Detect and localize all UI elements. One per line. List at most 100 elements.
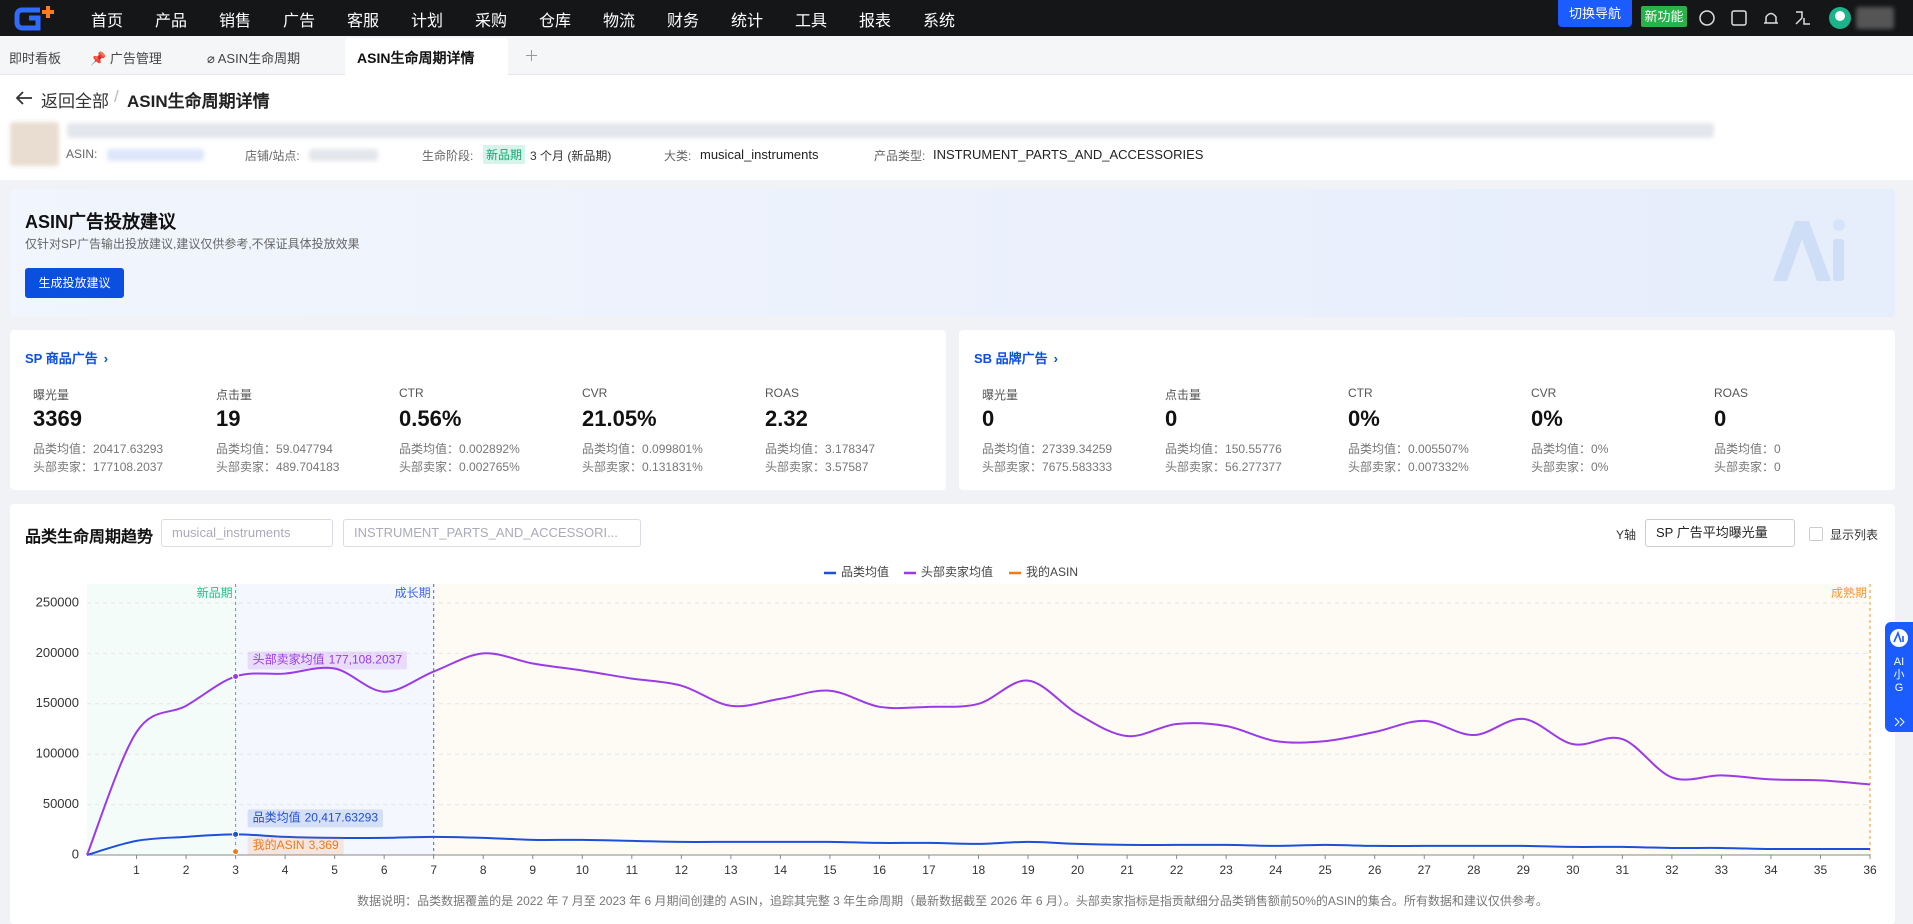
menu-item[interactable]: 产品 <box>155 13 188 30</box>
shop-blurred <box>309 149 378 161</box>
x-tick-label: 22 <box>1170 863 1184 877</box>
menu-item[interactable]: 系统 <box>923 13 956 30</box>
menu-item[interactable]: 物流 <box>603 13 636 30</box>
ai-card-subtitle: 仅针对SP广告输出投放建议,建议仅供参考,不保证具体投放效果 <box>25 237 360 251</box>
tooltip-name: 品类均值 <box>253 810 301 825</box>
back-arrow[interactable] <box>15 91 33 105</box>
x-tick-label: 30 <box>1566 863 1580 877</box>
x-tick-label: 29 <box>1517 863 1531 877</box>
assistant-text: 小 <box>1893 669 1905 681</box>
avg-value: 150.55776 <box>1225 442 1282 456</box>
x-tick-label: 17 <box>922 863 936 877</box>
data-note: 数据说明：品类数据覆盖的是 2022 年 7 月至 2023 年 6 月期间创建… <box>357 894 1548 908</box>
ai-card-title: ASIN广告投放建议 <box>25 212 177 232</box>
menu-item[interactable]: 工具 <box>795 13 828 30</box>
metric-avg: 品类均值：0 <box>1714 440 1781 457</box>
y-tick-label: 50000 <box>43 796 79 811</box>
asin-label: ASIN: <box>66 147 98 161</box>
x-tick-label: 27 <box>1418 863 1432 877</box>
type-select[interactable]: INSTRUMENT_PARTS_AND_ACCESSORI... <box>343 519 641 547</box>
avg-label: 品类均值： <box>765 442 826 456</box>
menu-item[interactable]: 客服 <box>347 13 380 30</box>
metric-value: 0 <box>1714 406 1727 431</box>
x-tick-label: 5 <box>331 863 338 877</box>
generate-button[interactable]: 生成投放建议 <box>25 268 124 298</box>
show-list-checkbox[interactable] <box>1809 527 1823 541</box>
x-tick-label: 32 <box>1665 863 1679 877</box>
top-value: 0% <box>1591 460 1609 474</box>
x-tick-label: 33 <box>1715 863 1729 877</box>
assistant-label: AI 小 G <box>1885 656 1913 695</box>
x-tick-label: 1 <box>133 863 140 877</box>
menu-item[interactable]: 销售 <box>219 13 252 30</box>
icon[interactable] <box>1731 10 1747 26</box>
icon[interactable] <box>1764 12 1778 24</box>
metric-avg: 品类均值：27339.34259 <box>982 440 1112 457</box>
tab-label: ASIN生命周期详情 <box>357 50 475 66</box>
top-value: 0.007332% <box>1408 460 1469 474</box>
top-label: 头部卖家： <box>1348 460 1409 474</box>
add-tab[interactable] <box>526 50 537 61</box>
metric-avg: 品类均值：0.099801% <box>582 440 703 457</box>
menu-item[interactable]: 采购 <box>475 13 508 30</box>
menu-item[interactable]: 首页 <box>91 13 124 30</box>
active-tab[interactable]: ASIN生命周期详情 <box>345 38 508 75</box>
ai-card: ASIN广告投放建议 仅针对SP广告输出投放建议,建议仅供参考,不保证具体投放效… <box>10 189 1895 317</box>
x-tick-label: 21 <box>1120 863 1134 877</box>
menu-item[interactable]: 仓库 <box>539 13 572 30</box>
y-axis-select[interactable]: SP 广告平均曝光量 <box>1645 519 1795 547</box>
metric-name: 点击量 <box>1165 388 1202 402</box>
menu-item[interactable]: 广告 <box>283 13 316 30</box>
menu-item[interactable]: 计划 <box>411 13 444 30</box>
new-feature-button[interactable]: 新功能 <box>1641 6 1687 27</box>
menu-item[interactable]: 报表 <box>859 13 892 30</box>
x-tick-label: 15 <box>823 863 837 877</box>
x-tick-label: 9 <box>529 863 536 877</box>
switch-nav-button[interactable]: 切换导航 <box>1558 0 1632 27</box>
x-tick-label: 31 <box>1616 863 1630 877</box>
x-tick-label: 8 <box>480 863 487 877</box>
y-tick-label: 150000 <box>36 695 79 710</box>
metric-name: CTR <box>1348 386 1373 400</box>
menu-item[interactable]: 财务 <box>667 13 700 30</box>
select-text: SP 广告平均曝光量 <box>1656 525 1768 540</box>
top-value: 56.277377 <box>1225 460 1282 474</box>
avg-label: 品类均值： <box>982 442 1043 456</box>
tab[interactable]: 即时看板 <box>9 51 62 66</box>
select-text: INSTRUMENT_PARTS_AND_ACCESSORI... <box>354 525 618 540</box>
menu-item[interactable]: 统计 <box>731 13 764 30</box>
legend-label: 我的ASIN <box>1026 564 1078 579</box>
x-tick-label: 2 <box>183 863 190 877</box>
icon[interactable] <box>1795 11 1810 25</box>
metric-name: 点击量 <box>216 388 253 402</box>
metric-top: 头部卖家：0.131831% <box>582 458 703 475</box>
top-nav: 首页 产品 销售 广告 客服 计划 采购 仓库 物流 财务 统计 工具 报表 系统 切换导航 新功能 <box>0 0 1913 36</box>
user-name-blurred <box>1856 7 1894 29</box>
collapse-icon[interactable] <box>1885 712 1913 732</box>
ad-card-title[interactable]: SB 品牌广告 › <box>974 348 1058 367</box>
tab[interactable]: 📌 广告管理 <box>90 51 162 66</box>
metric-avg: 品类均值：3.178347 <box>765 440 875 457</box>
x-tick-label: 3 <box>232 863 239 877</box>
ad-card-title[interactable]: SP 商品广告 › <box>25 348 108 367</box>
assistant-widget[interactable]: AI 小 G <box>1885 622 1913 732</box>
avg-value: 0.002892% <box>459 442 520 456</box>
logo[interactable] <box>14 4 60 32</box>
metric-top: 头部卖家：0 <box>1714 458 1781 475</box>
series-line <box>86 833 1870 856</box>
category-select[interactable]: musical_instruments <box>161 519 333 547</box>
back-link[interactable]: 返回全部 <box>41 92 109 111</box>
avatar[interactable] <box>1828 6 1852 30</box>
tab-bar: 即时看板 📌 广告管理 ⌀ ASIN生命周期 ASIN生命周期详情 <box>0 36 1913 75</box>
trend-chart: 新品期 成长期 成熟期 0 50000 100000 150000 200000 250000 1… <box>36 564 1877 877</box>
ad-card: SB 品牌广告 › 曝光量 0 品类均值：27339.34259 头部卖家：7675.58… <box>959 330 1895 490</box>
avg-label: 品类均值： <box>216 442 277 456</box>
metric-avg: 品类均值：0.002892% <box>399 440 520 457</box>
x-tick-label: 36 <box>1863 863 1877 877</box>
tab[interactable]: ⌀ ASIN生命周期 <box>207 51 301 66</box>
icon[interactable] <box>1699 10 1715 26</box>
x-tick-label: 16 <box>873 863 887 877</box>
metric-value: 0 <box>982 406 995 431</box>
avg-value: 0.099801% <box>642 442 703 456</box>
phase-label: 成长期 <box>395 586 431 600</box>
